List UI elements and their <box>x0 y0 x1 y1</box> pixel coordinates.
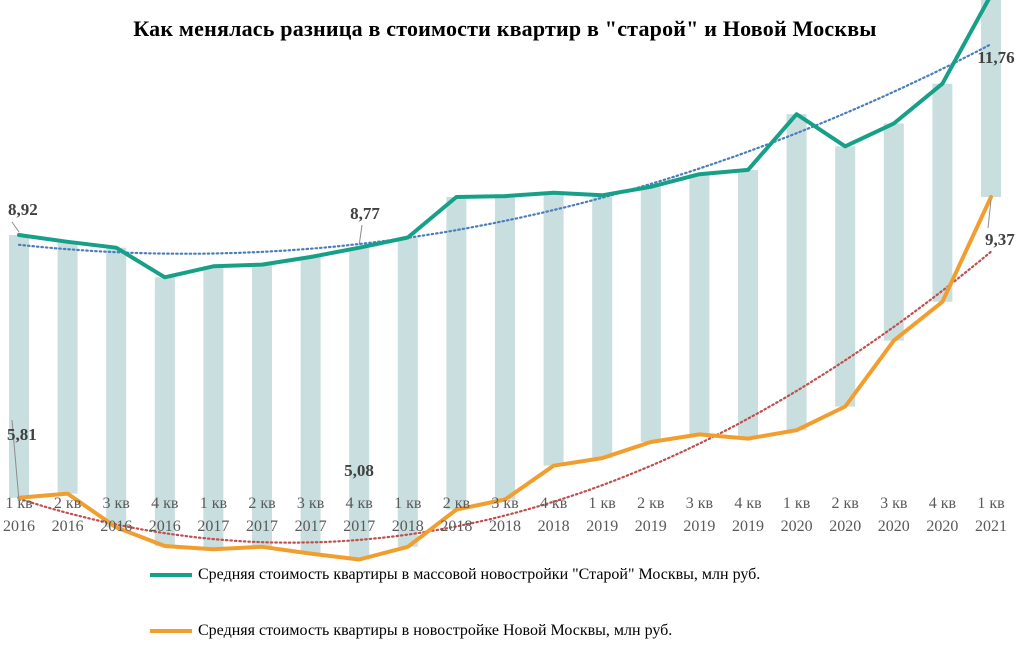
series-lines <box>17 0 993 562</box>
x-tick-label-20: 4 кв 2020 <box>926 495 958 535</box>
x-tick-label-7: 3 кв 2017 <box>295 495 327 535</box>
x-tick-label-13: 1 кв 2019 <box>586 495 618 535</box>
x-tick-label-12: 4 кв 2018 <box>538 495 570 535</box>
legend-label-old-moscow: Средняя стоимость квартиры в массовой но… <box>198 566 761 583</box>
x-tick-label-11: 3 кв 2018 <box>489 495 521 535</box>
x-tick-label-17: 1 кв 2020 <box>781 495 813 535</box>
range-bar-14 <box>640 186 661 443</box>
x-axis-ticks: 1 кв 2016 2 кв 2016 3 кв 2016 4 кв 2016 1 кв 2017… <box>3 495 1007 535</box>
range-bar-10 <box>446 196 467 510</box>
range-bar-7 <box>300 256 321 554</box>
range-bar-17 <box>786 114 807 431</box>
data-label-1: 8,92 <box>8 200 38 219</box>
series-line-new-moscow <box>17 195 993 562</box>
range-bar-21 <box>981 0 1001 197</box>
legend-item-old-moscow: Средняя стоимость квартиры в массовой но… <box>150 564 760 586</box>
x-tick-label-14: 2 кв 2019 <box>635 495 667 535</box>
data-label-4: 5,81 <box>7 425 37 444</box>
range-bar-11 <box>495 196 515 500</box>
data-label-3: 11,76 <box>977 48 1014 67</box>
legend-swatch-old-moscow <box>150 573 192 577</box>
x-tick-label-10: 2 кв 2018 <box>440 495 472 535</box>
x-tick-label-19: 3 кв 2020 <box>878 495 910 535</box>
x-tick-label-16: 4 кв 2019 <box>732 495 764 535</box>
x-tick-label-2: 2 кв 2016 <box>52 495 84 535</box>
x-tick-label-8: 4 кв 2017 <box>343 495 375 535</box>
x-tick-label-21: 1 кв 2021 <box>975 495 1007 535</box>
trendline-new-moscow <box>17 250 993 544</box>
range-bar-15 <box>689 174 710 435</box>
range-bar-1 <box>9 235 29 498</box>
legend-label-new-moscow: Средняя стоимость квартиры в новостройке… <box>198 622 673 639</box>
range-bar-20 <box>932 83 953 302</box>
range-bar-2 <box>57 241 78 494</box>
data-labels: 8,92 8,77 11,76 5,81 5,08 9,37 <box>7 48 1015 480</box>
range-bar-12 <box>543 192 564 466</box>
range-bar-13 <box>592 195 613 459</box>
chart-title: Как менялась разница в стоимости квартир… <box>133 16 877 41</box>
trendline-old-moscow <box>17 43 993 255</box>
data-label-5: 5,08 <box>344 461 374 480</box>
range-bar-8 <box>349 247 370 560</box>
x-tick-label-15: 3 кв 2019 <box>683 495 715 535</box>
range-bar-6 <box>252 264 272 547</box>
leader-line-1 <box>11 221 20 233</box>
x-tick-label-1: 1 кв 2016 <box>3 495 35 535</box>
range-bars <box>9 0 1001 560</box>
x-tick-label-3: 3 кв 2016 <box>100 495 132 535</box>
leader-line-2 <box>358 224 363 245</box>
trendlines <box>17 43 993 544</box>
series-line-old-moscow <box>17 0 991 280</box>
x-tick-label-4: 4 кв 2016 <box>149 495 181 535</box>
x-tick-label-6: 2 кв 2017 <box>246 495 278 535</box>
x-tick-label-9: 1 кв 2018 <box>392 495 424 535</box>
leader-line-4 <box>11 419 20 501</box>
data-label-2: 8,77 <box>350 204 380 223</box>
label-leaders <box>11 199 992 501</box>
range-bar-3 <box>106 247 127 528</box>
x-tick-label-18: 2 кв 2020 <box>829 495 861 535</box>
range-bar-19 <box>883 123 904 341</box>
legend-item-new-moscow: Средняя стоимость квартиры в новостройке… <box>150 620 672 642</box>
range-bar-9 <box>397 237 418 547</box>
range-bar-5 <box>203 266 224 550</box>
data-label-6: 9,37 <box>985 230 1015 249</box>
legend-swatch-new-moscow <box>150 629 192 633</box>
range-bar-16 <box>738 169 758 439</box>
range-bar-18 <box>835 146 856 407</box>
range-bar-4 <box>154 277 175 546</box>
leader-line-6 <box>987 199 992 229</box>
x-tick-label-5: 1 кв 2017 <box>197 495 229 535</box>
